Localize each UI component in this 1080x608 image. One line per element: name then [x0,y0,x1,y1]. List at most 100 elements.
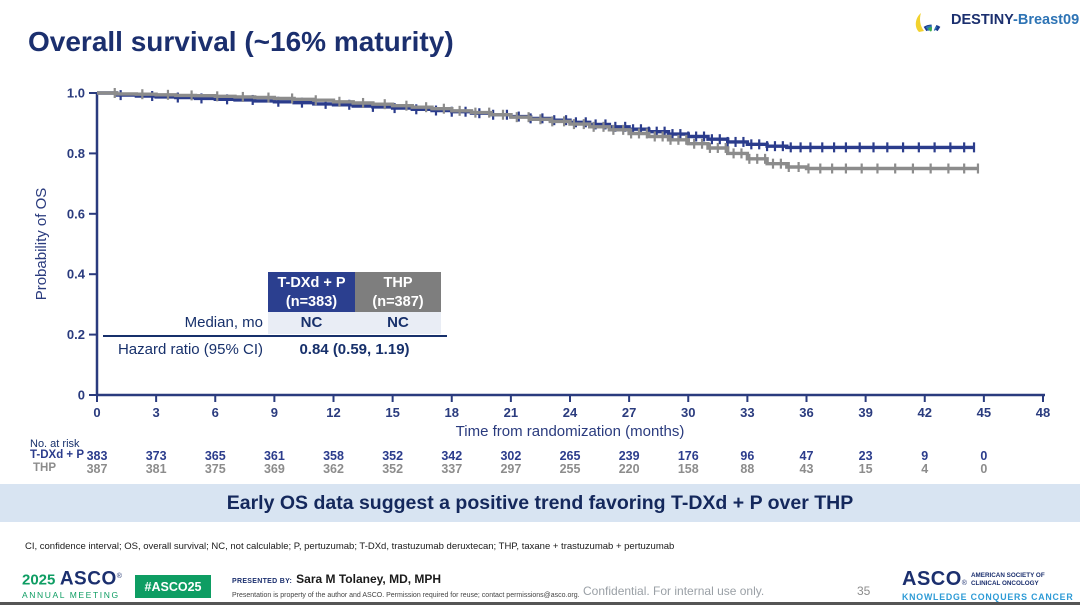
destiny-fan-icon [915,13,941,32]
society-line2: CLINICAL ONCOLOGY [970,579,1039,587]
y-tick-label: 0.6 [67,206,85,221]
x-tick-label: 42 [918,405,932,420]
presented-by-block: PRESENTED BY: Sara M Tolaney, MD, MPH Pre… [232,570,580,599]
y-tick-label: 0 [78,388,85,403]
confidential-notice: Confidential. For internal use only. [583,584,765,598]
x-tick-label: 33 [740,405,754,420]
at-risk-title: No. at risk [30,438,80,450]
inset-header-thp: THP (n=387) [355,272,441,312]
y-tick-label: 0.8 [67,146,85,161]
at-risk-value: 176 [677,449,699,463]
at-risk-value: 387 [86,462,108,476]
at-risk-value: 239 [618,449,640,463]
x-tick-label: 15 [385,405,399,420]
asco-society-logo: ASCO® AMERICAN SOCIETY OF CLINICAL ONCOL… [902,568,1074,602]
median-thp-value: NC [355,312,441,334]
at-risk-value: 265 [559,449,581,463]
at-risk-value: 381 [145,462,167,476]
at-risk-value: 375 [204,462,226,476]
x-tick-label: 27 [622,405,636,420]
asco-tagline: KNOWLEDGE CONQUERS CANCER [902,592,1074,602]
hazard-ratio-label: Hazard ratio (95% CI) [117,341,263,358]
at-risk-value: 342 [441,449,463,463]
inset-header-thp-label: THP [383,275,413,291]
at-risk-value: 47 [799,449,814,463]
footer-divider [0,602,1080,605]
asco-annual-meeting-logo: 2025 ASCO® ANNUAL MEETING [22,568,122,602]
y-tick-label: 0.2 [67,327,85,342]
y-tick-label: 0.4 [67,267,86,282]
at-risk-value: 365 [204,449,226,463]
at-risk-value: 88 [740,462,755,476]
hashtag-badge: #ASCO25 [135,575,211,598]
x-tick-label: 9 [271,405,278,420]
inset-table-divider [103,335,447,337]
asco-logo-wordmark: ASCO [902,568,962,590]
x-tick-label: 24 [563,405,578,420]
km-curve-thp [97,91,978,171]
at-risk-value: 15 [858,462,873,476]
inset-header-tdxd: T-DXd + P (n=383) [268,272,355,312]
x-tick-label: 21 [504,405,518,420]
at-risk-value: 361 [263,449,285,463]
at-risk-value: 352 [382,462,404,476]
logo-destiny: DESTINY [951,12,1014,28]
asco-logo-reg: ® [961,580,967,587]
at-risk-row-label-tdxd: T-DXd + P [30,449,84,461]
inset-header-tdxd-n: (n=383) [285,294,338,310]
society-line1: AMERICAN SOCIETY OF [970,572,1045,579]
abbreviations-footnote: CI, confidence interval; OS, overall sur… [25,541,675,552]
at-risk-value: 302 [500,449,522,463]
at-risk-row-label-thp: THP [33,462,56,474]
footer-year: 2025 [22,571,56,589]
logo-breast09: -Breast09 [1013,12,1080,28]
at-risk-value: 0 [980,462,988,476]
presenter-name: Sara M Tolaney, MD, MPH [296,572,442,586]
median-row-label: Median, mo [184,314,263,331]
x-tick-label: 0 [93,405,100,420]
at-risk-value: 220 [618,462,640,476]
at-risk-value: 337 [441,462,463,476]
destiny-breast09-logo: DESTINY-Breast09 [912,7,1079,33]
hazard-ratio-value: 0.84 (0.59, 1.19) [299,341,410,358]
x-tick-label: 6 [212,405,219,420]
at-risk-value: 373 [145,449,167,463]
at-risk-value: 0 [980,449,988,463]
permission-text: Presentation is property of the author a… [232,592,580,599]
footer-asco-reg: ® [116,573,122,580]
y-tick-label: 1.0 [67,86,85,101]
at-risk-value: 4 [921,462,929,476]
x-tick-label: 45 [977,405,991,420]
presented-by-label: PRESENTED BY: [232,578,293,585]
at-risk-value: 358 [323,449,344,463]
x-tick-label: 48 [1036,405,1050,420]
at-risk-value: 158 [677,462,699,476]
page-title: Overall survival (~16% maturity) [28,26,454,57]
inset-header-tdxd-label: T-DXd + P [277,275,346,291]
at-risk-value: 352 [382,449,404,463]
x-tick-label: 30 [681,405,695,420]
inset-header-thp-n: (n=387) [372,294,424,310]
x-tick-label: 18 [445,405,459,420]
at-risk-value: 362 [323,462,344,476]
at-risk-value: 369 [263,462,285,476]
at-risk-value: 383 [86,449,108,463]
x-tick-label: 3 [153,405,160,420]
at-risk-value: 43 [799,462,814,476]
y-axis-title: Probability of OS [33,188,50,301]
x-axis-title: Time from randomization (months) [456,423,685,440]
at-risk-value: 297 [500,462,522,476]
at-risk-value: 255 [559,462,581,476]
footer-annual-meeting: ANNUAL MEETING [22,590,120,601]
x-tick-label: 12 [326,405,340,420]
x-tick-label: 39 [858,405,872,420]
kaplan-meier-chart: 0 3 6 9 12 15 18 21 24 27 30 33 36 39 42 45 481.00.80.60… [33,86,1050,441]
at-risk-value: 9 [921,449,929,463]
at-risk-value: 23 [858,449,873,463]
page-number: 35 [857,584,871,598]
median-tdxd-value: NC [268,312,355,334]
conclusion-banner: Early OS data suggest a positive trend f… [0,484,1080,522]
at-risk-value: 96 [740,449,755,463]
footer-asco-wordmark: ASCO [59,568,117,590]
